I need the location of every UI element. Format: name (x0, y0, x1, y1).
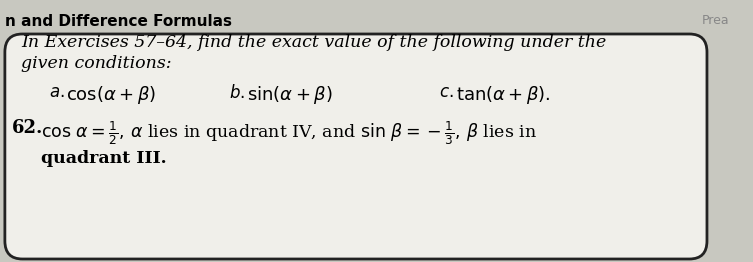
Text: 62.: 62. (12, 119, 43, 137)
Text: $\cos\,\alpha = \frac{1}{2},\,\alpha$ lies in quadrant IV, and $\sin\,\beta = -\: $\cos\,\alpha = \frac{1}{2},\,\alpha$ li… (41, 119, 537, 147)
Text: $\tan(\alpha + \beta).$: $\tan(\alpha + \beta).$ (456, 84, 551, 106)
FancyBboxPatch shape (5, 34, 707, 259)
Text: $\cos(\alpha + \beta)$: $\cos(\alpha + \beta)$ (66, 84, 157, 106)
Text: $c.$: $c.$ (439, 84, 453, 101)
Text: In Exercises 57–64, find the exact value of the following under the: In Exercises 57–64, find the exact value… (21, 34, 607, 51)
Text: n and Difference Formulas: n and Difference Formulas (5, 14, 232, 29)
Text: quadrant III.: quadrant III. (41, 150, 166, 167)
Text: $a.$: $a.$ (49, 84, 65, 101)
Text: $\sin(\alpha + \beta)$: $\sin(\alpha + \beta)$ (247, 84, 332, 106)
Text: $b.$: $b.$ (229, 84, 245, 102)
Text: given conditions:: given conditions: (21, 55, 172, 72)
Text: Prea: Prea (702, 14, 730, 27)
